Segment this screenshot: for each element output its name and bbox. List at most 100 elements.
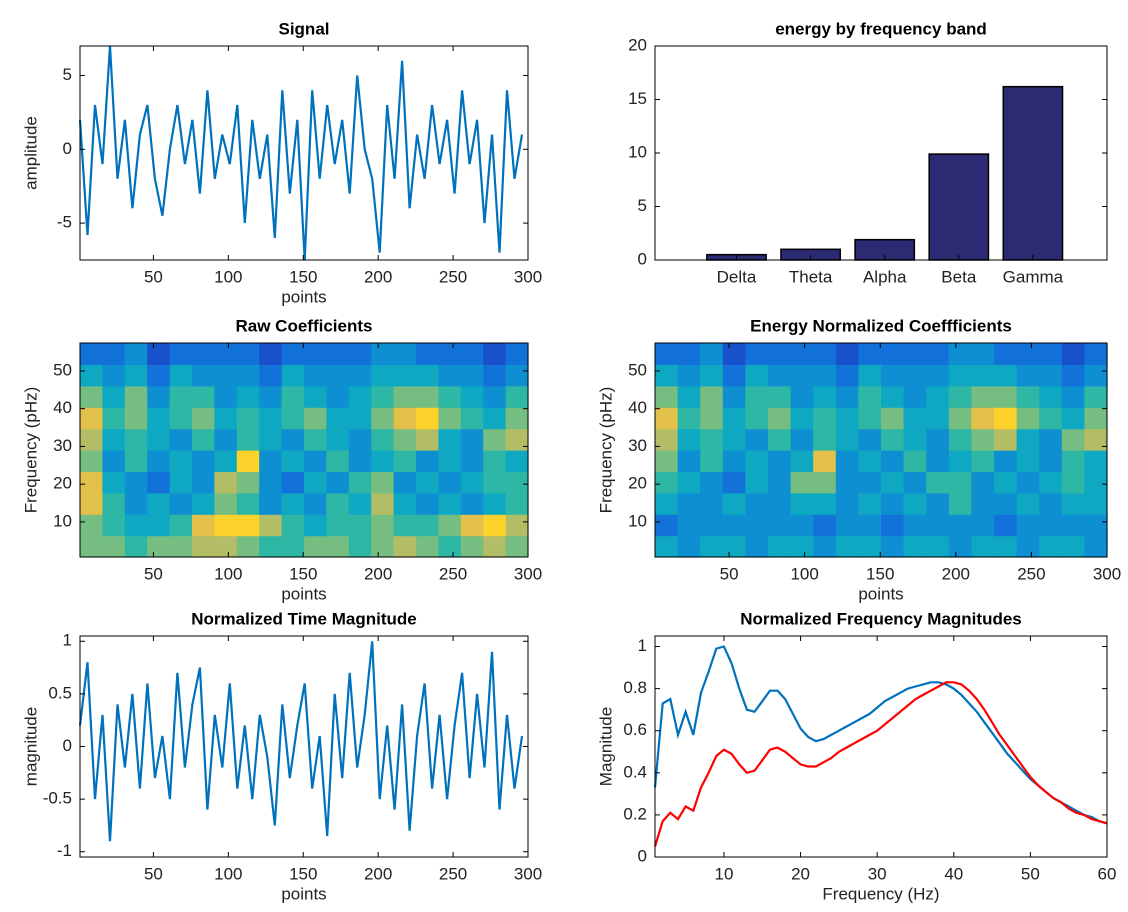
heatmap-cell: [790, 471, 814, 494]
heatmap-cell: [124, 492, 148, 515]
heatmap-cell: [169, 450, 193, 472]
heatmap-cell: [102, 428, 126, 451]
heatmap-cell: [214, 535, 238, 558]
x-tick-label: 150: [866, 564, 894, 583]
heatmap-cell: [926, 385, 950, 408]
heatmap-cell: [1061, 364, 1085, 387]
heatmap-cell: [881, 385, 905, 408]
heatmap-cell: [80, 450, 103, 472]
x-tick-label: 100: [214, 864, 242, 883]
heatmap-cell: [304, 428, 327, 451]
heatmap-cell: [281, 450, 305, 472]
chart-title: Normalized Time Magnitude: [191, 609, 416, 628]
heatmap-cell: [903, 343, 927, 365]
heatmap-cell: [994, 407, 1018, 430]
heatmap-cell: [348, 535, 372, 558]
heatmap-cell: [304, 364, 327, 387]
x-tick-label: 50: [144, 564, 163, 583]
heatmap-cell: [124, 385, 148, 408]
heatmap-cell: [214, 492, 238, 515]
heatmap-cell: [1039, 492, 1063, 515]
heatmap-cell: [304, 407, 327, 430]
heatmap-cell: [304, 535, 327, 558]
heatmap-cell: [102, 535, 126, 558]
y-tick-label: 20: [628, 474, 647, 493]
heatmap-cell: [745, 343, 769, 365]
x-tick-label: Delta: [717, 267, 757, 286]
heatmap-cell: [505, 385, 529, 408]
heatmap-cell: [835, 535, 859, 558]
heatmap-cell: [124, 471, 148, 494]
chart-title: Energy Normalized Coeffficients: [750, 316, 1012, 335]
heatmap-cell: [677, 364, 701, 387]
heatmap-cell: [438, 407, 462, 430]
heatmap-cell: [655, 385, 679, 408]
heatmap-cell: [1084, 471, 1108, 494]
heatmap-cell: [858, 535, 882, 558]
heatmap-cell: [505, 492, 529, 515]
heatmap-cell: [483, 364, 507, 387]
heatmap-cell: [790, 450, 814, 472]
y-tick-label: 40: [53, 398, 72, 417]
heatmap-cell: [881, 514, 905, 537]
heatmap-cell: [903, 385, 927, 408]
x-tick-label: 250: [439, 267, 467, 286]
heatmap-cell: [722, 535, 746, 558]
heatmap-cell: [371, 535, 395, 558]
heatmap-cell: [416, 450, 439, 472]
heatmap-cell: [655, 428, 679, 451]
x-tick-label: 100: [214, 564, 242, 583]
heatmap-cell: [971, 428, 995, 451]
heatmap-cell: [722, 450, 746, 472]
heatmap-cell: [80, 364, 103, 387]
heatmap-cell: [259, 514, 283, 537]
axes-frame: [79, 45, 529, 261]
heatmap-cell: [1061, 535, 1085, 558]
heatmap-cell: [790, 535, 814, 558]
heatmap-cell: [655, 492, 679, 515]
heatmap-cell: [147, 385, 171, 408]
heatmap-cell: [971, 492, 995, 515]
heatmap-cell: [416, 492, 439, 515]
heatmap-cell: [438, 535, 462, 558]
heatmap-cell: [124, 407, 148, 430]
heatmap-cell: [438, 364, 462, 387]
heatmap-cell: [1016, 450, 1040, 472]
heatmap-cell: [700, 514, 724, 537]
heatmap-cell: [858, 343, 882, 365]
heatmap-cell: [259, 407, 283, 430]
x-tick-label: 300: [514, 267, 542, 286]
heatmap-cell: [259, 492, 283, 515]
heatmap-cell: [80, 385, 103, 408]
heatmap-cell: [858, 428, 882, 451]
heatmap-cell: [214, 450, 238, 472]
heatmap-cell: [348, 450, 372, 472]
heatmap-cell: [745, 535, 769, 558]
heatmap-cell: [881, 450, 905, 472]
heatmap-cell: [147, 471, 171, 494]
heatmap-cell: [1016, 428, 1040, 451]
heatmap-cell: [393, 492, 417, 515]
y-tick-label: 50: [53, 360, 72, 379]
heatmap-cell: [483, 471, 507, 494]
heatmap-cell: [835, 407, 859, 430]
heatmap-cell: [169, 364, 193, 387]
heatmap-cell: [677, 514, 701, 537]
heatmap-cell: [745, 364, 769, 387]
heatmap-cell: [722, 492, 746, 515]
heatmap-cell: [1084, 343, 1108, 365]
x-tick-label: Beta: [941, 267, 977, 286]
heatmap-cell: [102, 407, 126, 430]
heatmap-cell: [813, 343, 837, 365]
y-tick-label: 15: [628, 89, 647, 108]
y-tick-label: 0.8: [623, 678, 647, 697]
heatmap-cell: [416, 535, 439, 558]
heatmap-cell: [281, 471, 305, 494]
heatmap-cell: [416, 385, 439, 408]
x-tick-label: 200: [364, 864, 392, 883]
heatmap-cell: [813, 492, 837, 515]
heatmap-cell: [994, 385, 1018, 408]
heatmap-cell: [124, 364, 148, 387]
heatmap-cell: [371, 385, 395, 408]
heatmap-cell: [393, 385, 417, 408]
